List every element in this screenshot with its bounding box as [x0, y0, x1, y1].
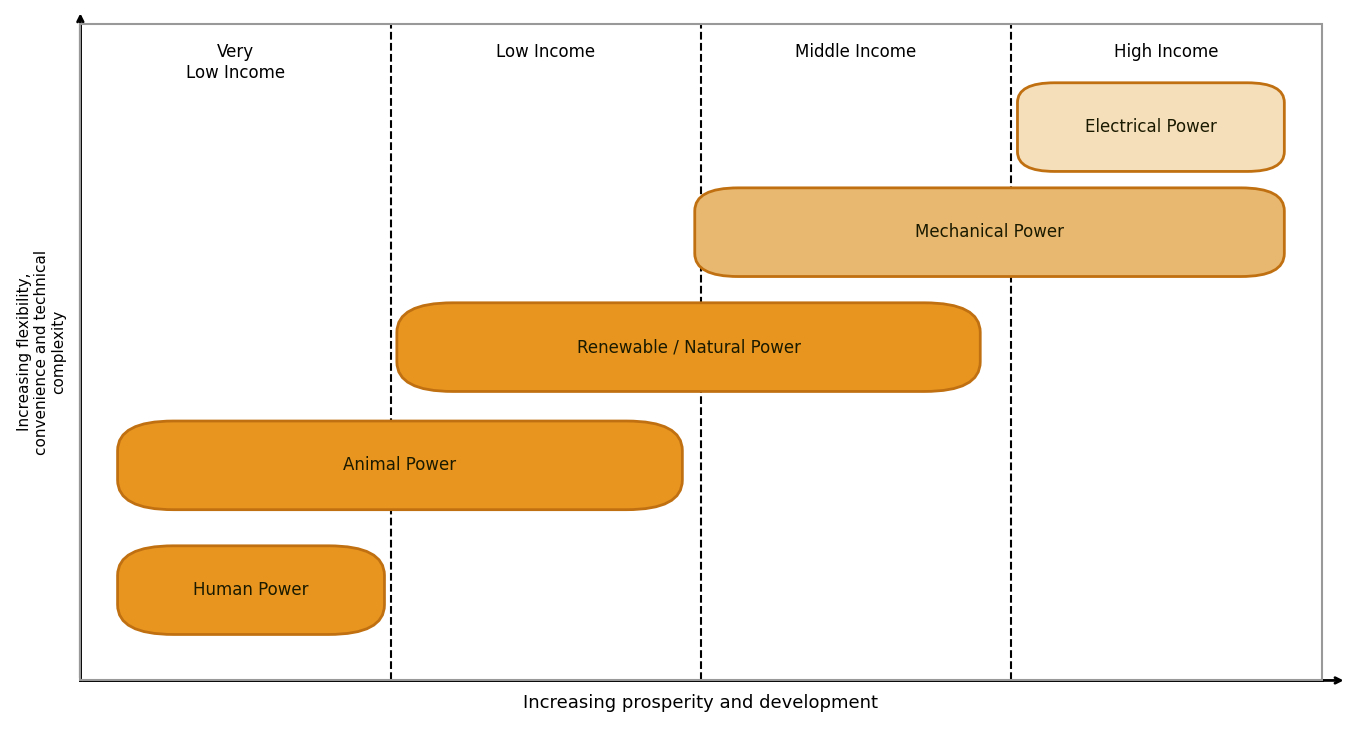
Text: High Income: High Income — [1114, 43, 1218, 61]
Text: Animal Power: Animal Power — [343, 456, 457, 475]
Text: Mechanical Power: Mechanical Power — [915, 223, 1064, 241]
Text: Very
Low Income: Very Low Income — [186, 43, 285, 82]
FancyBboxPatch shape — [118, 546, 385, 634]
Y-axis label: Increasing flexibility,
convenience and technical
complexity: Increasing flexibility, convenience and … — [16, 249, 66, 455]
FancyBboxPatch shape — [695, 188, 1285, 276]
FancyBboxPatch shape — [1018, 83, 1285, 171]
Text: Renewable / Natural Power: Renewable / Natural Power — [576, 338, 801, 356]
Text: Middle Income: Middle Income — [795, 43, 917, 61]
X-axis label: Increasing prosperity and development: Increasing prosperity and development — [523, 694, 878, 712]
Text: Low Income: Low Income — [496, 43, 595, 61]
Text: Human Power: Human Power — [194, 581, 309, 599]
Text: Electrical Power: Electrical Power — [1085, 118, 1217, 136]
FancyBboxPatch shape — [397, 303, 980, 391]
FancyBboxPatch shape — [118, 421, 683, 510]
